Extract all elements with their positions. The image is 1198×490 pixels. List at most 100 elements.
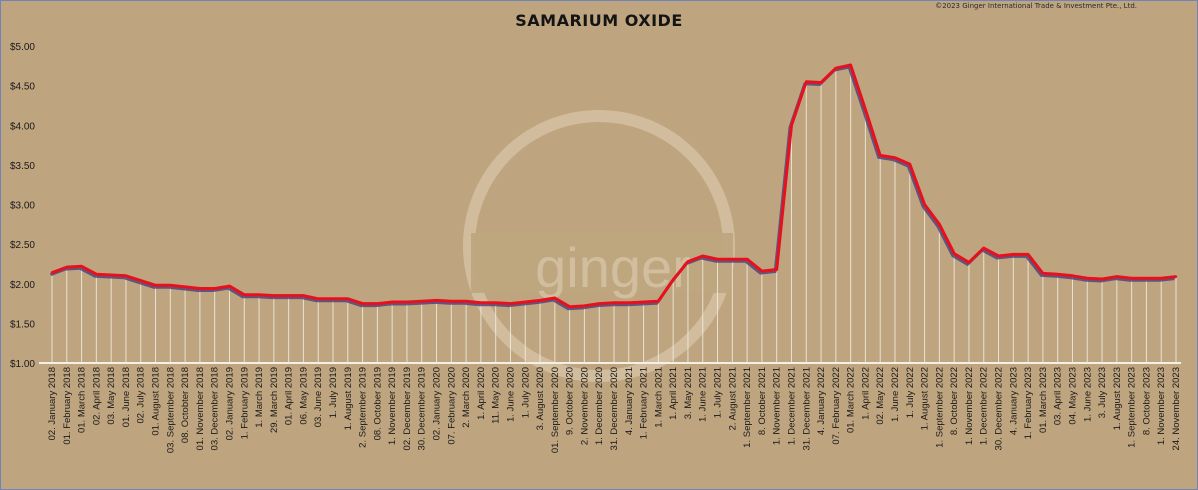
data-point xyxy=(849,63,852,67)
data-point xyxy=(819,81,823,84)
data-point xyxy=(731,257,734,261)
data-point xyxy=(834,66,838,70)
x-tick-label: 1. July 2020 xyxy=(520,367,531,418)
data-point xyxy=(65,265,68,269)
x-tick-label: 2. November 2020 xyxy=(579,367,590,445)
x-tick-label: 3. August 2020 xyxy=(535,367,546,430)
data-point xyxy=(124,274,128,278)
data-point xyxy=(701,254,704,258)
data-point xyxy=(1130,277,1133,280)
data-point xyxy=(553,296,557,300)
data-point xyxy=(361,302,364,305)
data-point xyxy=(331,297,335,301)
data-point xyxy=(1012,253,1015,256)
data-point xyxy=(598,302,601,305)
y-axis-ticks: $1.00 $1.50 $2.00 $2.50 $3.00 $3.50 $4.00 $4.50… xyxy=(10,42,35,370)
x-tick-label: 8. October 2021 xyxy=(757,367,768,435)
data-point xyxy=(198,287,202,290)
data-point xyxy=(154,284,157,287)
x-tick-label: 4. January 2022 xyxy=(816,367,827,435)
data-point xyxy=(183,285,187,289)
y-tick-label: $4.00 xyxy=(10,121,35,132)
x-tick-label: 29. March 2019 xyxy=(269,367,280,433)
y-tick-label: $2.50 xyxy=(10,240,35,251)
x-tick-label: 1. April 2021 xyxy=(668,367,679,420)
x-tick-label: 1. December 2021 xyxy=(786,367,797,445)
data-point xyxy=(642,300,645,304)
data-point xyxy=(169,284,172,287)
data-point xyxy=(390,300,394,304)
data-point xyxy=(864,108,867,111)
data-point xyxy=(760,269,764,273)
x-tick-label: 1. July 2019 xyxy=(328,367,339,418)
data-point xyxy=(450,299,453,303)
x-tick-label: 30. December 2019 xyxy=(417,367,428,450)
data-point xyxy=(1174,275,1178,278)
x-tick-label: 31. December 2021 xyxy=(801,367,812,450)
x-tick-label: 1. February 2019 xyxy=(239,367,250,439)
x-tick-label: 8. October 2022 xyxy=(949,367,960,435)
data-point xyxy=(967,261,971,264)
x-tick-label: 2. March 2020 xyxy=(461,367,472,428)
x-tick-label: 1. September 2023 xyxy=(1127,367,1138,448)
data-point xyxy=(405,300,409,304)
x-tick-label: 02. December 2019 xyxy=(402,367,413,450)
data-point xyxy=(982,246,985,250)
x-tick-label: 1. November 2023 xyxy=(1156,367,1167,445)
data-point xyxy=(257,293,261,297)
x-tick-label: 31. December 2020 xyxy=(609,367,620,450)
data-point xyxy=(302,294,305,297)
x-tick-label: 01. April 2019 xyxy=(284,367,295,425)
data-point xyxy=(287,294,290,297)
x-tick-label: 1. December 2022 xyxy=(979,367,990,445)
x-tick-label: 1. March 2019 xyxy=(254,367,265,428)
data-point xyxy=(745,257,749,261)
x-tick-label: 03. September 2018 xyxy=(165,367,176,453)
x-tick-label: 06. May 2019 xyxy=(298,367,309,425)
data-point xyxy=(95,273,98,276)
x-tick-label: 1. April 2022 xyxy=(860,367,871,420)
data-point xyxy=(686,260,690,263)
data-point xyxy=(243,293,246,297)
data-point xyxy=(376,302,379,305)
data-point xyxy=(524,300,527,304)
x-tick-label: 1. August 2022 xyxy=(920,367,931,430)
data-point xyxy=(1100,277,1104,281)
data-point xyxy=(228,284,231,288)
x-tick-label: 01. August 2018 xyxy=(151,367,162,436)
x-tick-label: 1. April 2020 xyxy=(476,367,487,420)
data-point xyxy=(1056,273,1059,276)
x-tick-label: 02. July 2018 xyxy=(136,367,147,424)
ginger-watermark-logo: ginger xyxy=(463,110,735,382)
y-tick-label: $4.50 xyxy=(10,82,35,93)
x-tick-label: 1. November 2021 xyxy=(772,367,783,445)
data-points xyxy=(50,63,1178,308)
data-point xyxy=(479,301,483,304)
x-tick-label: 1. September 2022 xyxy=(934,367,945,448)
x-tick-label: 24. November 2023 xyxy=(1171,367,1182,450)
y-tick-label: $3.50 xyxy=(10,161,35,172)
data-point xyxy=(893,156,897,159)
x-tick-label: 1. November 2022 xyxy=(964,367,975,445)
data-point xyxy=(923,203,926,206)
data-point xyxy=(139,279,142,282)
copyright-notice: ©2023 Ginger International Trade & Inves… xyxy=(935,2,1137,10)
x-tick-label: 4. January 2021 xyxy=(624,367,635,435)
data-point xyxy=(435,299,438,302)
data-point xyxy=(612,301,616,304)
x-tick-label: 3. July 2023 xyxy=(1097,367,1108,418)
y-tick-label: $1.00 xyxy=(10,359,35,370)
x-tick-label: 08. Octobter 2018 xyxy=(180,367,191,443)
x-tick-label: 1. September 2021 xyxy=(742,367,753,448)
x-tick-label: 03. June 2019 xyxy=(313,367,324,427)
series-shadow-line xyxy=(49,65,1175,311)
data-point xyxy=(627,301,630,304)
x-tick-label: 1. August 2023 xyxy=(1112,367,1123,430)
data-point xyxy=(420,299,423,303)
x-tick-label: 03. December 2018 xyxy=(210,367,221,450)
data-point xyxy=(538,299,542,302)
data-point xyxy=(213,287,216,290)
data-point xyxy=(317,297,320,301)
